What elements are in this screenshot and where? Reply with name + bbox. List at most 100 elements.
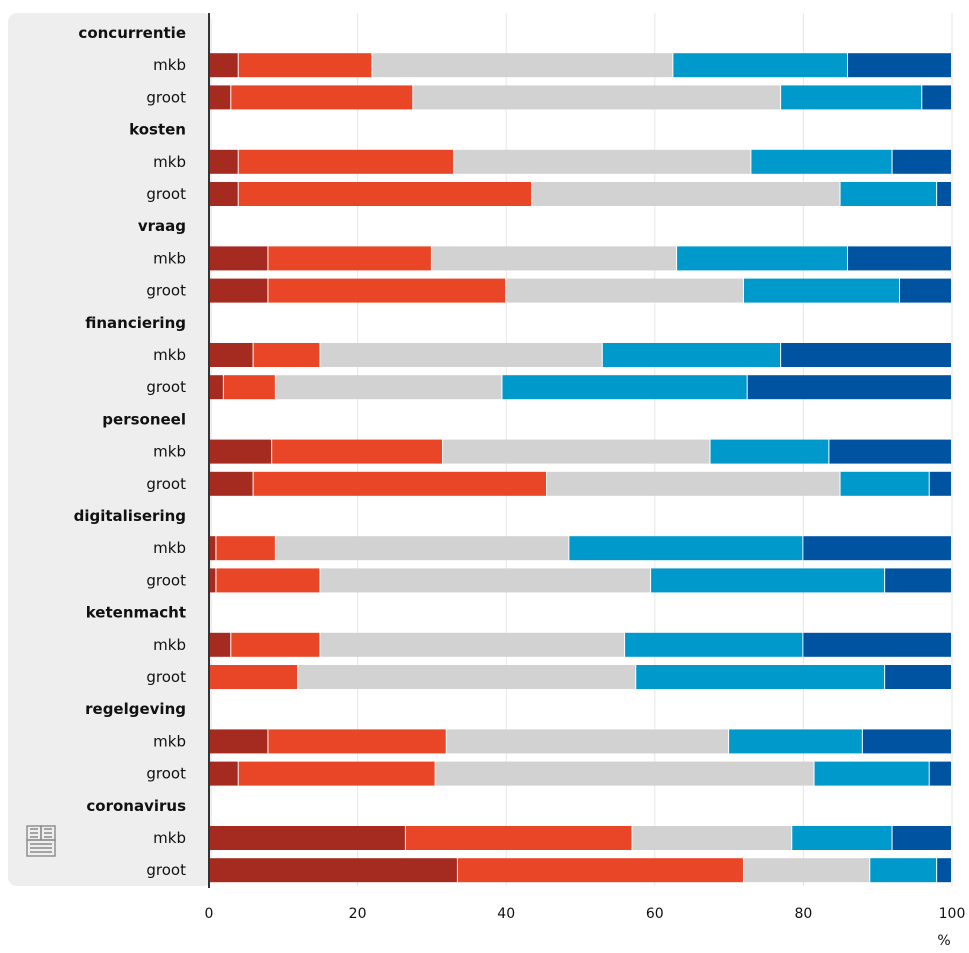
bar-segment [446,729,729,754]
bar-segment [209,278,268,303]
bar-segment [781,343,951,367]
bar-segment [405,826,632,850]
bar-segment [747,375,951,400]
bar-segment [840,471,929,496]
bar-segment [209,439,272,464]
bar-segment [209,343,253,367]
row-label: groot [146,88,186,106]
bar-segment [209,858,457,883]
row-label: mkb [153,829,186,847]
bar-segment [223,375,275,400]
bar-segment [840,182,937,206]
bar-segment [814,761,929,786]
bar-segment [632,826,792,850]
row-label: mkb [153,346,186,364]
row-label: mkb [153,636,186,654]
x-axis-ticks: 0 20 40 60 80 100 [205,906,966,922]
bar-segment [209,729,268,754]
x-axis-unit: % [937,933,950,949]
bar-segment [457,858,743,883]
bar-segment [454,149,751,174]
bar-segment [743,278,899,303]
bar-segment [792,826,892,850]
bar-segment [209,53,238,78]
bar-segment [209,761,238,786]
bar-segment [435,761,814,786]
bar-segment [781,85,922,110]
bar-segment [502,375,747,400]
x-tick-label: 100 [939,906,966,922]
bar-segment [743,858,870,883]
bar-segment [729,729,862,754]
bar-segment [209,85,231,110]
row-label: mkb [153,539,186,557]
bar-segment [625,632,803,657]
bar-segment [209,665,298,689]
row-label: mkb [153,56,186,74]
bar-segment [803,632,951,657]
group-label: regelgeving [85,700,186,718]
bar-segment [216,568,320,593]
bar-segment [862,729,951,754]
bar-segment [937,858,951,883]
x-tick-label: 40 [497,906,515,922]
group-label: concurrentie [78,24,186,42]
bar-segment [829,439,951,464]
bar-segment [275,536,569,561]
row-label: mkb [153,732,186,750]
bar-segment [209,375,223,400]
row-label: groot [146,668,186,686]
x-tick-label: 20 [349,906,367,922]
bar-segment [272,439,443,464]
bar-segment [547,471,840,496]
bar-segment [673,53,847,78]
bar-segment [847,53,951,78]
bar-segment [320,568,651,593]
bar-segment [506,278,743,303]
bar-segment [231,85,413,110]
group-label: vraag [138,217,186,235]
bar-segment [275,375,502,400]
row-label: groot [146,378,186,396]
bar-segment [413,85,781,110]
bar-segment [885,568,951,593]
bar-segment [238,761,435,786]
bar-segment [298,665,636,689]
row-label: mkb [153,153,186,171]
bar-segment [899,278,951,303]
x-tick-label: 60 [646,906,664,922]
bar-segment [929,471,951,496]
bar-segment [892,826,951,850]
bar-segment [651,568,885,593]
row-label: groot [146,571,186,589]
bar-segment [885,665,951,689]
bar-segment [238,149,454,174]
row-label: groot [146,282,186,300]
row-label: groot [146,765,186,783]
bar-segment [569,536,803,561]
group-label: financiering [85,314,186,332]
bar-segment [268,278,506,303]
row-label: mkb [153,249,186,267]
label-panel [8,13,212,886]
bar-segment [431,246,677,271]
bar-segment [803,536,951,561]
group-label: personeel [102,410,186,428]
row-label: groot [146,475,186,493]
cbs-logo-icon [26,825,56,857]
bar-segment [636,665,885,689]
bar-segment [268,246,431,271]
bar-segment [268,729,446,754]
bar-segment [710,439,829,464]
bar-segment [253,471,547,496]
row-label: groot [146,861,186,879]
category-labels: concurrentie mkb groot kosten mkb groot vraag m… [74,24,186,879]
bar-segment [216,536,275,561]
bar-segment [677,246,847,271]
bar-segment [231,632,320,657]
bar-segment [847,246,951,271]
bar-segment [751,149,892,174]
bar-segment [209,826,405,850]
bar-segment [238,53,372,78]
